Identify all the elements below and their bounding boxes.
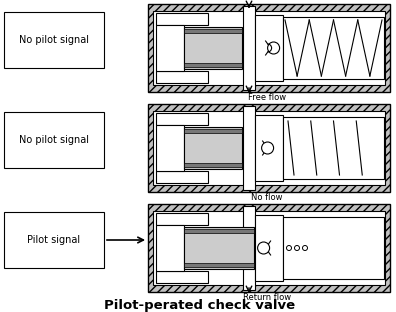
Bar [4, 112, 104, 168]
Bar [184, 129, 242, 133]
Text: Pilot signal: Pilot signal [27, 235, 80, 245]
Bar [184, 27, 242, 69]
Circle shape [262, 142, 274, 154]
Bar [283, 117, 384, 179]
Text: No flow: No flow [251, 193, 283, 202]
Bar [156, 171, 208, 183]
Bar [156, 213, 208, 225]
Bar [184, 163, 242, 167]
Circle shape [258, 242, 270, 254]
Text: No pilot signal: No pilot signal [19, 135, 89, 145]
Bar [156, 225, 184, 271]
Bar [243, 206, 255, 290]
Bar [148, 4, 390, 92]
Text: Pilot-perated check valve: Pilot-perated check valve [105, 300, 295, 312]
Bar [184, 29, 242, 33]
Bar [283, 217, 384, 279]
Bar [255, 215, 283, 281]
Bar [156, 125, 184, 171]
Text: Return flow: Return flow [243, 294, 291, 303]
Bar [255, 15, 283, 81]
Bar [153, 11, 385, 85]
Circle shape [303, 246, 308, 251]
Bar [153, 211, 385, 285]
Text: No pilot signal: No pilot signal [19, 35, 89, 45]
Bar [156, 71, 208, 83]
Circle shape [295, 246, 299, 251]
Bar [243, 106, 255, 190]
Bar [4, 212, 104, 268]
Bar [153, 111, 385, 185]
Bar [156, 113, 208, 125]
Bar [184, 127, 242, 169]
Bar [184, 263, 254, 267]
Bar [148, 204, 390, 292]
Bar [255, 115, 283, 181]
Bar [4, 12, 104, 68]
Bar [156, 25, 184, 71]
Bar [184, 229, 254, 233]
Bar [184, 63, 242, 67]
Bar [156, 271, 208, 283]
Bar [283, 17, 384, 79]
Bar [243, 6, 255, 90]
Circle shape [286, 246, 291, 251]
Bar [156, 13, 208, 25]
Bar [148, 104, 390, 192]
Text: Free flow: Free flow [248, 94, 286, 103]
Bar [184, 227, 254, 269]
Circle shape [268, 42, 280, 54]
